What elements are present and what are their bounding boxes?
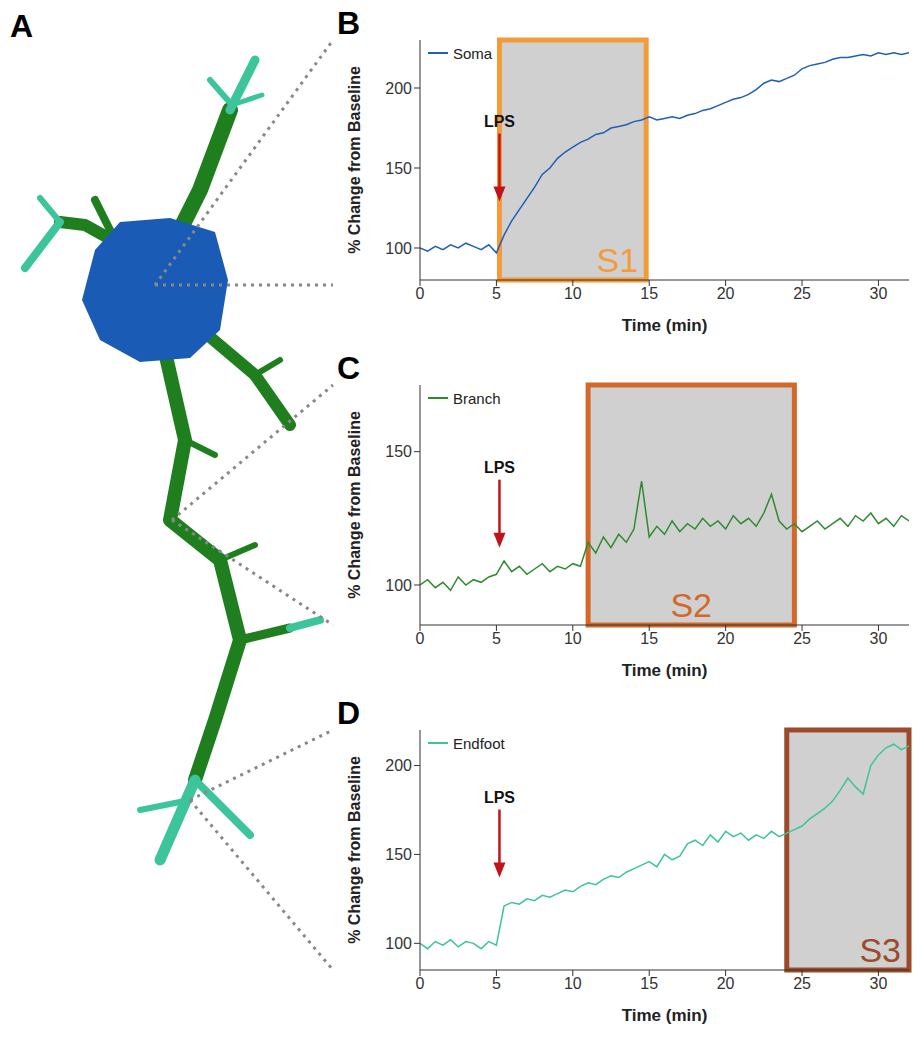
html-text:D: D <box>337 695 361 731</box>
svg-text:100: 100 <box>385 935 412 952</box>
svg-text:20: 20 <box>717 285 735 302</box>
svg-text:Time (min): Time (min) <box>622 1006 708 1025</box>
svg-text:% Change from Baseline: % Change from Baseline <box>346 411 363 599</box>
svg-text:LPS: LPS <box>484 459 515 476</box>
svg-text:30: 30 <box>870 975 888 992</box>
svg-text:LPS: LPS <box>484 789 515 806</box>
svg-text:LPS: LPS <box>484 113 515 130</box>
svg-text:100: 100 <box>385 577 412 594</box>
svg-text:15: 15 <box>640 285 658 302</box>
svg-text:0: 0 <box>416 975 425 992</box>
svg-text:150: 150 <box>385 443 412 460</box>
svg-text:10: 10 <box>564 285 582 302</box>
svg-text:15: 15 <box>640 975 658 992</box>
html-text:Soma: Soma <box>453 44 493 62</box>
svg-text:S2: S2 <box>670 586 712 624</box>
svg-text:5: 5 <box>492 975 501 992</box>
svg-text:150: 150 <box>385 846 412 863</box>
svg-text:200: 200 <box>385 80 412 97</box>
svg-text:20: 20 <box>717 630 735 647</box>
html-text:Endfoot: Endfoot <box>453 734 505 752</box>
svg-text:0: 0 <box>416 630 425 647</box>
svg-text:30: 30 <box>870 285 888 302</box>
html-text:B: B <box>337 5 361 41</box>
svg-text:Time (min): Time (min) <box>622 316 708 335</box>
svg-text:Time (min): Time (min) <box>622 661 708 680</box>
svg-text:15: 15 <box>640 630 658 647</box>
svg-text:S1: S1 <box>597 241 639 279</box>
html-text:Branch: Branch <box>453 389 501 407</box>
svg-text:5: 5 <box>492 285 501 302</box>
svg-text:10: 10 <box>564 975 582 992</box>
svg-text:% Change from Baseline: % Change from Baseline <box>346 756 363 944</box>
svg-text:30: 30 <box>870 630 888 647</box>
svg-text:25: 25 <box>793 630 811 647</box>
svg-text:0: 0 <box>416 285 425 302</box>
svg-text:10: 10 <box>564 630 582 647</box>
html-text:A: A <box>10 8 34 44</box>
html-text:C: C <box>337 350 361 386</box>
svg-text:25: 25 <box>793 285 811 302</box>
svg-text:% Change from Baseline: % Change from Baseline <box>346 66 363 254</box>
svg-text:25: 25 <box>793 975 811 992</box>
svg-text:100: 100 <box>385 240 412 257</box>
svg-text:5: 5 <box>492 630 501 647</box>
svg-text:150: 150 <box>385 160 412 177</box>
svg-text:20: 20 <box>717 975 735 992</box>
svg-text:200: 200 <box>385 757 412 774</box>
svg-text:S3: S3 <box>859 931 901 969</box>
